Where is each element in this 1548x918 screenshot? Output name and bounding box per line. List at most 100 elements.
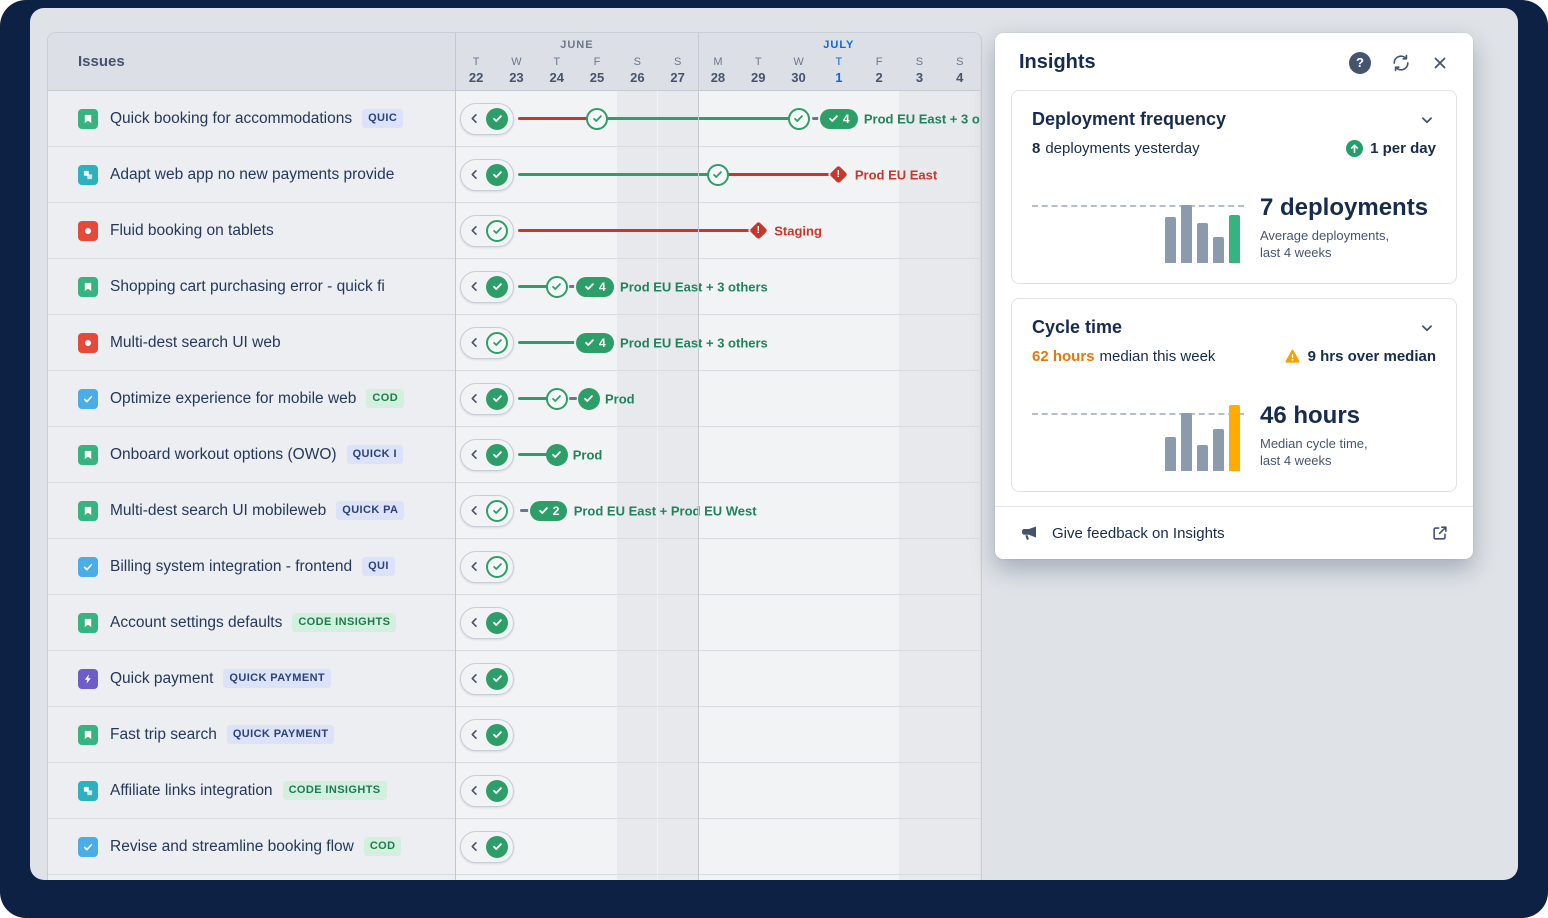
deployment-caption-line2: last 4 weeks — [1260, 245, 1332, 261]
day-of-week-label: S — [633, 56, 641, 68]
expand-deployments-button[interactable] — [460, 606, 514, 639]
day-number-label: 24 — [549, 70, 564, 85]
deployment-trend: 1 per day — [1346, 140, 1436, 157]
expand-deployments-button[interactable] — [460, 270, 514, 303]
deployment-chart-summary: 7 deployments Average deployments, last … — [1260, 194, 1428, 263]
deployment-failed-icon[interactable]: ! — [749, 221, 768, 240]
issue-row[interactable]: Quick booking for accommodations QUIC — [48, 91, 455, 147]
expand-deployments-button[interactable] — [460, 326, 514, 359]
day-number-label: 22 — [468, 70, 484, 85]
deployment-frequency-card: Deployment frequency 8 deployments yeste… — [1011, 90, 1457, 284]
deployment-check-icon[interactable] — [586, 107, 609, 130]
deployment-check-icon[interactable] — [787, 107, 810, 130]
expand-deployments-button[interactable] — [460, 774, 514, 807]
refresh-icon[interactable] — [1391, 53, 1411, 73]
issue-row[interactable]: Quick payment QUICK PAYMENT — [48, 651, 455, 707]
expand-deployments-button[interactable] — [460, 158, 514, 191]
status-check-icon — [486, 275, 508, 298]
deployment-count-pill[interactable]: 4 — [819, 108, 858, 129]
expand-deployments-button[interactable] — [460, 830, 514, 863]
issue-title: Shopping cart purchasing error - quick f… — [110, 277, 385, 295]
timeline-segment — [518, 397, 557, 400]
issue-row[interactable]: Shopping cart purchasing error - quick f… — [48, 259, 455, 315]
issue-row[interactable]: Billing system integration - frontend QUI — [48, 539, 455, 595]
issue-row[interactable]: Onboard workout options (OWO) QUICK I — [48, 427, 455, 483]
issue-row[interactable]: Affiliate links integration CODE INSIGHTS — [48, 763, 455, 819]
issue-row[interactable]: Fast trip search QUICK PAYMENT — [48, 707, 455, 763]
expand-deployments-button[interactable] — [460, 550, 514, 583]
expand-deployments-button[interactable] — [460, 214, 514, 247]
issue-row[interactable]: Adapt web app no new payments provide — [48, 147, 455, 203]
status-check-icon — [486, 611, 508, 634]
external-link-icon — [1431, 524, 1449, 542]
expand-deployments-button[interactable] — [460, 438, 514, 471]
issue-row[interactable]: Account settings defaults CODE INSIGHTS — [48, 595, 455, 651]
deployment-check-icon[interactable] — [545, 275, 568, 298]
give-feedback-button[interactable]: Give feedback on Insights — [995, 506, 1473, 559]
issue-title: Quick booking for accommodations — [110, 109, 353, 127]
issue-title: Quick payment — [110, 669, 214, 687]
deployment-count-pill[interactable]: 4 — [576, 332, 614, 353]
close-icon[interactable] — [1431, 54, 1449, 72]
timeline-row: 4 Prod EU East + 3 others — [456, 315, 980, 371]
issue-row[interactable]: Optimize experience for mobile web COD — [48, 371, 455, 427]
month-labels-row: JUNE JULY — [456, 39, 980, 54]
issue-row[interactable]: Fluid booking on tablets — [48, 203, 455, 259]
day-number-label: 26 — [630, 70, 645, 85]
cycle-time-chart: 46 hours Median cycle time, last 4 weeks — [1032, 383, 1436, 471]
deployment-check-icon[interactable] — [577, 387, 600, 410]
deployment-environment-label: Prod EU East + Prod EU West — [573, 503, 757, 518]
timeline-segment — [518, 341, 581, 344]
timeline-segment — [518, 173, 718, 176]
timeline-header: JUNE JULY T 22 W 23 T 24 F 25 S 26 S 27 M 28 T 29 W 30 T 1 F 2… — [456, 33, 980, 91]
expand-deployments-button[interactable] — [460, 718, 514, 751]
deployment-environment-label: Prod — [572, 447, 603, 462]
deployment-failed-icon[interactable]: ! — [829, 165, 849, 184]
issue-label-badge: CODE INSIGHTS — [292, 613, 397, 632]
expand-deployments-button[interactable] — [460, 102, 514, 135]
issue-label-badge: QUICK PAYMENT — [223, 669, 332, 688]
timeline-background — [456, 33, 980, 880]
day-column-header: W 30 — [778, 55, 818, 86]
expand-deployments-button[interactable] — [460, 494, 514, 527]
issue-title: Billing system integration - frontend — [110, 557, 353, 575]
timeline-row: Prod — [456, 427, 980, 483]
deployment-count-pill[interactable]: 4 — [576, 276, 614, 297]
deployment-check-icon[interactable] — [545, 443, 568, 466]
issue-label-badge: QUICK I — [346, 445, 403, 464]
issue-row[interactable]: Revise and streamline booking flow COD — [48, 819, 455, 875]
story-issue-type-icon — [78, 108, 98, 129]
bug-issue-type-icon — [78, 220, 98, 241]
chevron-down-icon[interactable] — [1418, 319, 1436, 337]
chevron-left-icon — [468, 336, 481, 349]
timeline-row: Prod — [456, 371, 980, 427]
issue-row[interactable]: Multi-dest search UI web — [48, 315, 455, 371]
weekend-stripe — [617, 91, 658, 880]
deployment-count: 2 — [552, 503, 560, 518]
median-dashed-line — [1032, 412, 1244, 415]
chevron-left-icon — [468, 672, 481, 685]
chevron-left-icon — [468, 560, 481, 573]
story-issue-type-icon — [78, 276, 98, 297]
chevron-down-icon[interactable] — [1418, 111, 1436, 129]
timeline-segment — [518, 117, 598, 120]
expand-deployments-button[interactable] — [460, 662, 514, 695]
deployment-check-icon[interactable] — [545, 387, 568, 410]
deployment-check-icon[interactable] — [706, 163, 729, 186]
issue-label-badge: QUICK PA — [336, 501, 405, 520]
timeline-rows: 4 Prod EU East + 3 o! Prod EU East! Staging… — [456, 91, 980, 875]
deployment-environment-label: Prod — [604, 391, 635, 406]
status-check-icon — [486, 107, 508, 130]
status-check-icon — [486, 835, 508, 858]
deployment-big-value: 7 deployments — [1260, 193, 1429, 221]
weekend-stripe — [657, 91, 698, 880]
content-surface: Issues Quick booking for accommodations Q… — [30, 8, 1518, 880]
cycle-time-card: Cycle time 62 hours median this week — [1011, 298, 1457, 492]
chart-bar — [1197, 223, 1208, 263]
expand-deployments-button[interactable] — [460, 382, 514, 415]
deployment-count-pill[interactable]: 2 — [529, 500, 568, 521]
help-icon[interactable]: ? — [1349, 51, 1371, 74]
issue-row[interactable]: Multi-dest search UI mobileweb QUICK PA — [48, 483, 455, 539]
bug-issue-type-icon — [78, 332, 98, 353]
